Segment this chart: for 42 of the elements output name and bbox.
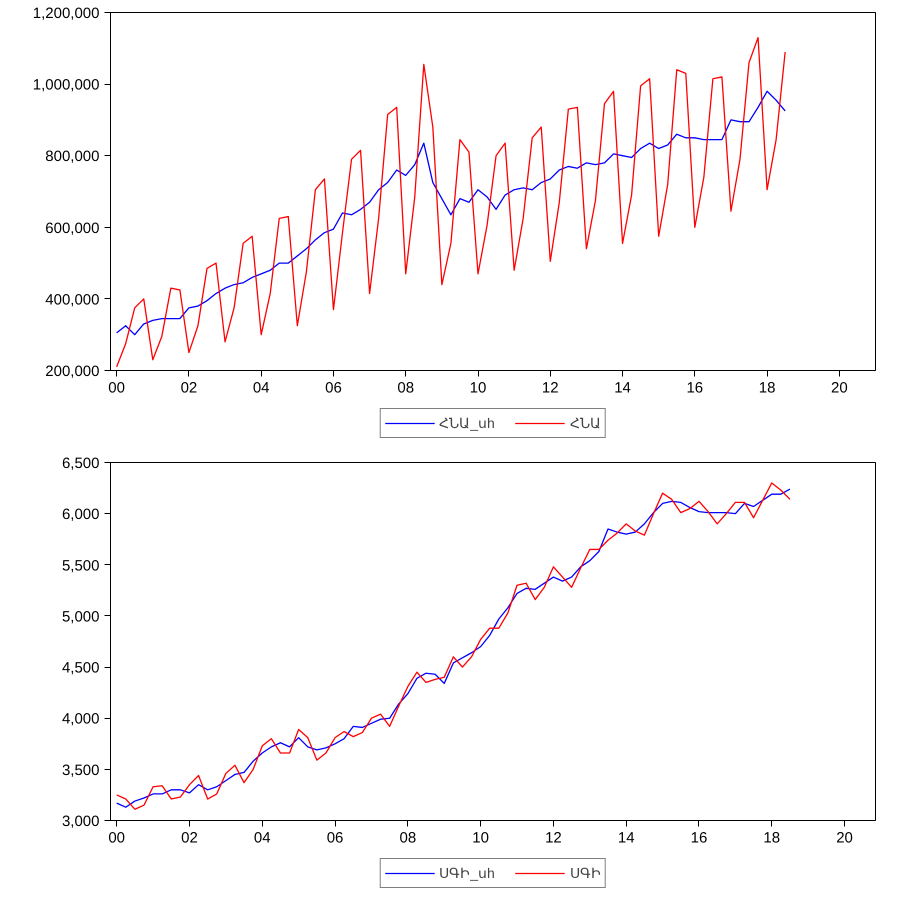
y-tick-label: 4,500 [62,660,100,677]
y-tick-label: 1,000,000 [32,76,100,94]
x-tick-label: 12 [545,830,562,846]
y-tick-label: 6,500 [62,455,100,472]
x-tick-label: 20 [836,830,853,846]
x-tick-label: 16 [690,830,708,846]
x-tick-label: 14 [618,830,635,846]
x-tick-label: 16 [686,380,704,396]
x-tick-label: 04 [252,380,270,396]
x-tick-label: 02 [181,830,198,846]
x-tick-label: 02 [180,380,198,396]
line-series [116,36,786,368]
x-tick-label: 00 [108,380,125,396]
legend-label: ՍԳԻ [570,864,601,880]
y-tick-label: 3,500 [62,762,100,779]
x-tick-label: 08 [397,380,414,396]
y-tick-label: 200,000 [45,363,100,380]
y-tick-label: 4,000 [62,710,100,728]
x-tick-label: 14 [614,380,631,396]
x-tick-label: 12 [542,380,559,396]
x-tick-label: 06 [326,830,344,846]
x-tick-label: 06 [325,380,342,396]
x-tick-label: 20 [831,380,848,396]
x-tick-label: 04 [254,830,271,846]
y-tick-label: 400,000 [45,291,100,308]
y-tick-label: 6,000 [62,506,100,524]
y-tick-label: 800,000 [45,148,100,166]
x-tick-label: 10 [470,380,486,396]
y-tick-label: 3,000 [62,813,100,830]
y-tick-label: 5,500 [62,557,100,574]
x-tick-label: 18 [763,830,780,846]
y-tick-label: 5,000 [62,608,100,626]
x-tick-label: 08 [399,830,416,846]
legend-label: ՀՆԱ [570,414,601,430]
x-tick-label: 10 [472,830,489,846]
y-tick-label: 1,200,000 [32,5,100,22]
y-tick-label: 600,000 [45,220,100,237]
x-tick-label: 00 [108,830,126,846]
legend-label: ՍԳԻ_սh [439,864,495,880]
line-series [116,90,786,336]
x-tick-label: 18 [758,380,776,396]
legend-label: ՀՆԱ_սh [439,414,495,430]
